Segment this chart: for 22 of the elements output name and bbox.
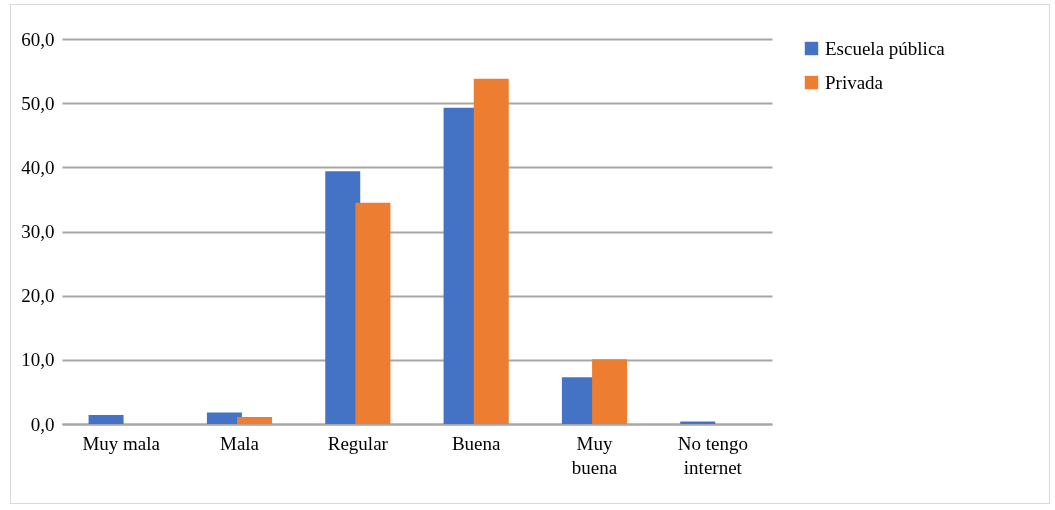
- bar: [355, 202, 391, 424]
- y-tick-label: 50,0: [21, 92, 55, 114]
- legend-label: Privada: [825, 71, 884, 93]
- y-tick-label: 20,0: [21, 285, 55, 307]
- x-tick-label: No tengo internet: [677, 432, 748, 478]
- legend-label: Escuela pública: [825, 37, 946, 59]
- bar: [88, 415, 124, 424]
- y-tick-label: 0,0: [30, 413, 55, 435]
- x-tick-label: Muy buena: [571, 432, 618, 478]
- bar: [680, 421, 716, 424]
- bar: [592, 359, 628, 424]
- y-tick-label: 30,0: [21, 221, 55, 242]
- x-tick-label: Regular: [327, 432, 389, 454]
- x-tick-label: Muy mala: [82, 432, 161, 454]
- y-tick-label: 60,0: [21, 28, 55, 50]
- bar: [237, 416, 273, 424]
- y-tick-label: 40,0: [21, 156, 55, 178]
- x-tick-label: Mala: [219, 432, 260, 454]
- y-tick-label: 10,0: [21, 349, 55, 371]
- bar: [206, 412, 242, 424]
- x-tick-label: Buena: [451, 432, 501, 454]
- bar: [473, 78, 509, 424]
